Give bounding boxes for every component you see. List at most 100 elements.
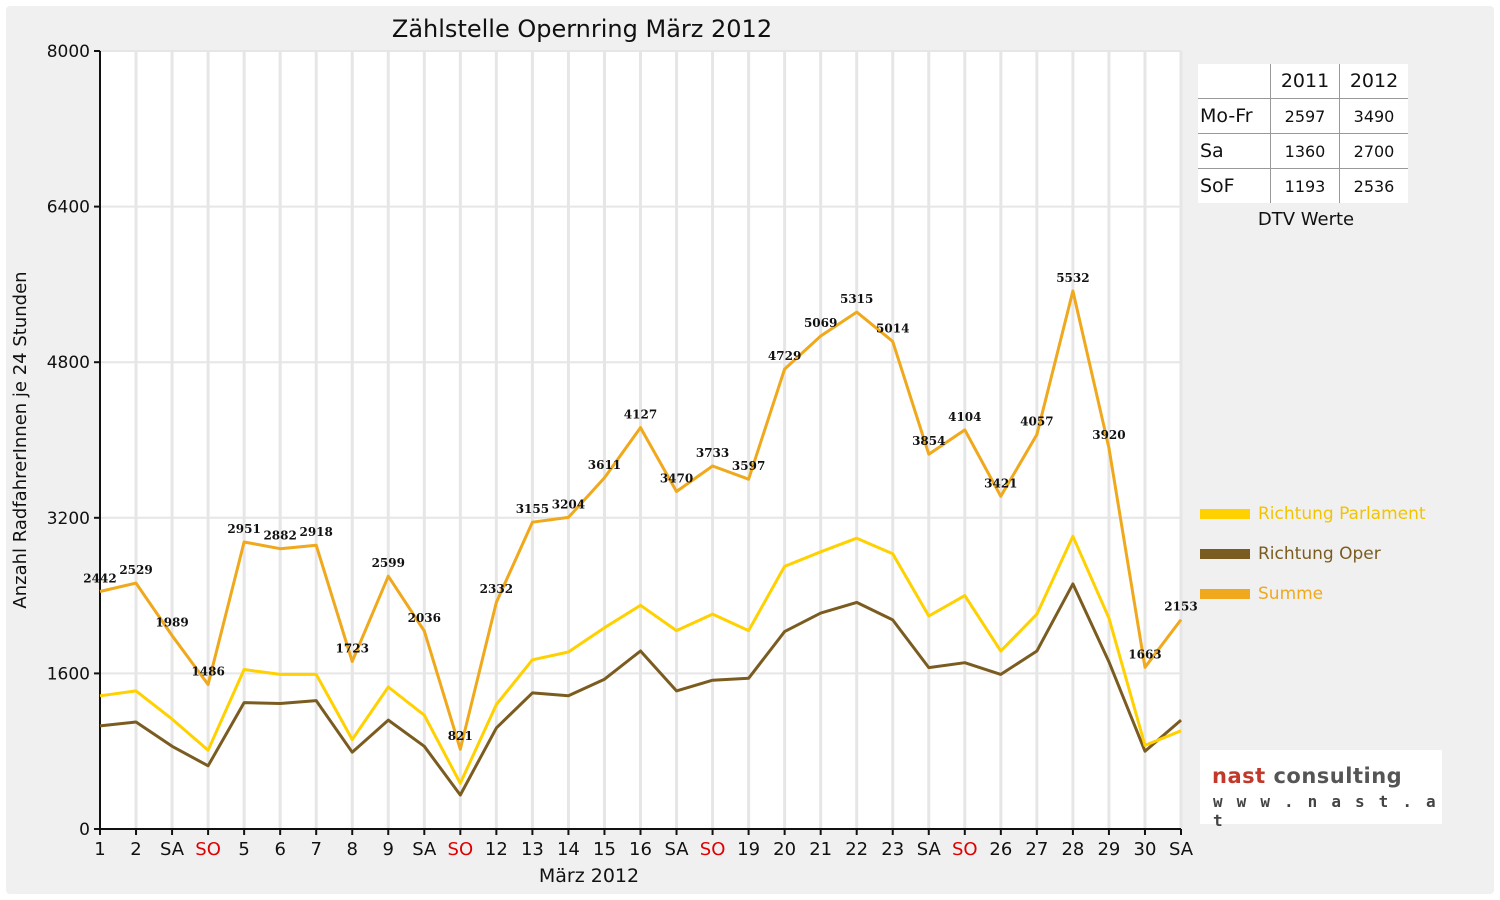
logo-url: w w w . n a s t . a t bbox=[1213, 792, 1442, 830]
dtv-corner bbox=[1198, 64, 1271, 99]
data-label: 4729 bbox=[768, 349, 801, 363]
data-label: 4057 bbox=[1020, 414, 1053, 428]
legend-swatch bbox=[1200, 549, 1250, 559]
x-tick-label: 15 bbox=[593, 839, 616, 860]
x-tick-label: 20 bbox=[773, 839, 796, 860]
data-label: 2153 bbox=[1164, 600, 1197, 614]
x-tick-label: 5 bbox=[238, 839, 249, 860]
data-label: 3854 bbox=[912, 434, 945, 448]
y-axis-title: Anzahl RadfahrerInnen je 24 Stunden bbox=[10, 271, 31, 608]
x-tick-label: SO bbox=[952, 839, 978, 860]
legend-item: Richtung Parlament bbox=[1200, 494, 1426, 534]
data-label: 3155 bbox=[516, 502, 549, 516]
data-label: 1486 bbox=[191, 664, 224, 678]
y-tick-label: 4800 bbox=[47, 353, 90, 373]
x-tick-label: 12 bbox=[485, 839, 508, 860]
data-label: 5069 bbox=[804, 316, 837, 330]
x-tick-label: SA bbox=[160, 839, 185, 860]
y-tick-label: 3200 bbox=[47, 509, 90, 529]
dtv-cell: 1193 bbox=[1271, 169, 1340, 204]
x-tick-label: 2 bbox=[130, 839, 141, 860]
data-label: 1989 bbox=[155, 616, 188, 630]
data-label: 821 bbox=[448, 729, 473, 743]
y-tick-label: 1600 bbox=[47, 664, 90, 684]
chart-title: Zählstelle Opernring März 2012 bbox=[392, 15, 772, 43]
data-label: 1663 bbox=[1128, 647, 1161, 661]
x-tick-label: 9 bbox=[383, 839, 394, 860]
legend-item: Richtung Oper bbox=[1200, 534, 1426, 574]
legend-swatch bbox=[1200, 589, 1250, 599]
legend-label: Richtung Parlament bbox=[1258, 504, 1426, 524]
x-tick-label: 30 bbox=[1134, 839, 1157, 860]
x-tick-label: SA bbox=[664, 839, 689, 860]
x-tick-label: 23 bbox=[881, 839, 904, 860]
dtv-cell: 1360 bbox=[1271, 134, 1340, 169]
dtv-cell: 3490 bbox=[1340, 99, 1409, 134]
x-tick-label: 26 bbox=[989, 839, 1012, 860]
x-tick-label: 1 bbox=[94, 839, 105, 860]
x-tick-label: 28 bbox=[1061, 839, 1084, 860]
chart-legend: Richtung Parlament Richtung Oper Summe bbox=[1200, 494, 1426, 614]
logo-wordmark: nast consulting bbox=[1212, 764, 1402, 788]
company-logo: nast consulting w w w . n a s t . a t bbox=[1200, 750, 1442, 824]
dtv-row-label: Sa bbox=[1198, 134, 1271, 169]
logo-consulting: consulting bbox=[1273, 764, 1402, 788]
data-label: 4127 bbox=[624, 408, 657, 422]
x-tick-label: 8 bbox=[347, 839, 358, 860]
x-tick-label: 21 bbox=[809, 839, 832, 860]
dtv-header-2012: 2012 bbox=[1340, 64, 1409, 99]
logo-nast: nast bbox=[1212, 764, 1266, 788]
data-label: 2951 bbox=[227, 522, 260, 536]
x-tick-label: SA bbox=[917, 839, 942, 860]
dtv-row-label: Mo-Fr bbox=[1198, 99, 1271, 134]
data-label: 3421 bbox=[984, 476, 1017, 490]
data-label: 3597 bbox=[732, 459, 765, 473]
data-label: 2442 bbox=[83, 572, 116, 586]
data-label: 5315 bbox=[840, 292, 873, 306]
data-label: 1723 bbox=[336, 641, 369, 655]
dtv-header-2011: 2011 bbox=[1271, 64, 1340, 99]
x-tick-label: 16 bbox=[629, 839, 652, 860]
data-label: 3733 bbox=[696, 446, 729, 460]
dtv-table: 2011 2012 Mo-Fr 2597 3490 Sa 1360 2700 S… bbox=[1198, 64, 1412, 230]
x-tick-label: 6 bbox=[274, 839, 285, 860]
legend-label: Summe bbox=[1258, 584, 1323, 604]
legend-swatch bbox=[1200, 509, 1250, 519]
x-tick-label: 19 bbox=[737, 839, 760, 860]
x-tick-label: SO bbox=[700, 839, 726, 860]
data-label: 3611 bbox=[588, 458, 621, 472]
data-label: 2599 bbox=[372, 556, 405, 570]
data-label: 2332 bbox=[480, 582, 513, 596]
x-tick-label: SO bbox=[448, 839, 474, 860]
x-axis-title: März 2012 bbox=[539, 865, 639, 887]
y-tick-label: 0 bbox=[79, 820, 90, 840]
x-tick-label: SA bbox=[1169, 839, 1194, 860]
data-label: 4104 bbox=[948, 410, 981, 424]
dtv-cell: 2597 bbox=[1271, 99, 1340, 134]
x-tick-label: 22 bbox=[845, 839, 868, 860]
x-tick-label: 29 bbox=[1097, 839, 1120, 860]
data-label: 2882 bbox=[263, 529, 296, 543]
x-tick-label: SA bbox=[412, 839, 437, 860]
data-label: 2918 bbox=[299, 525, 332, 539]
x-tick-label: 14 bbox=[557, 839, 580, 860]
legend-label: Richtung Oper bbox=[1258, 544, 1381, 564]
y-tick-label: 8000 bbox=[47, 42, 90, 62]
x-tick-label: 27 bbox=[1025, 839, 1048, 860]
x-tick-label: 7 bbox=[310, 839, 321, 860]
y-tick-label: 6400 bbox=[47, 198, 90, 218]
x-tick-label: 13 bbox=[521, 839, 544, 860]
data-label: 5532 bbox=[1056, 271, 1089, 285]
data-label: 3204 bbox=[552, 497, 585, 511]
data-label: 3920 bbox=[1092, 428, 1125, 442]
data-label: 3470 bbox=[660, 472, 693, 486]
data-label: 2529 bbox=[119, 563, 152, 577]
x-tick-label: SO bbox=[195, 839, 221, 860]
dtv-cell: 2700 bbox=[1340, 134, 1409, 169]
dtv-row-label: SoF bbox=[1198, 169, 1271, 204]
dtv-cell: 2536 bbox=[1340, 169, 1409, 204]
dtv-caption: DTV Werte bbox=[1198, 209, 1412, 230]
data-label: 2036 bbox=[408, 611, 441, 625]
legend-item: Summe bbox=[1200, 574, 1426, 614]
data-label: 5014 bbox=[876, 321, 909, 335]
